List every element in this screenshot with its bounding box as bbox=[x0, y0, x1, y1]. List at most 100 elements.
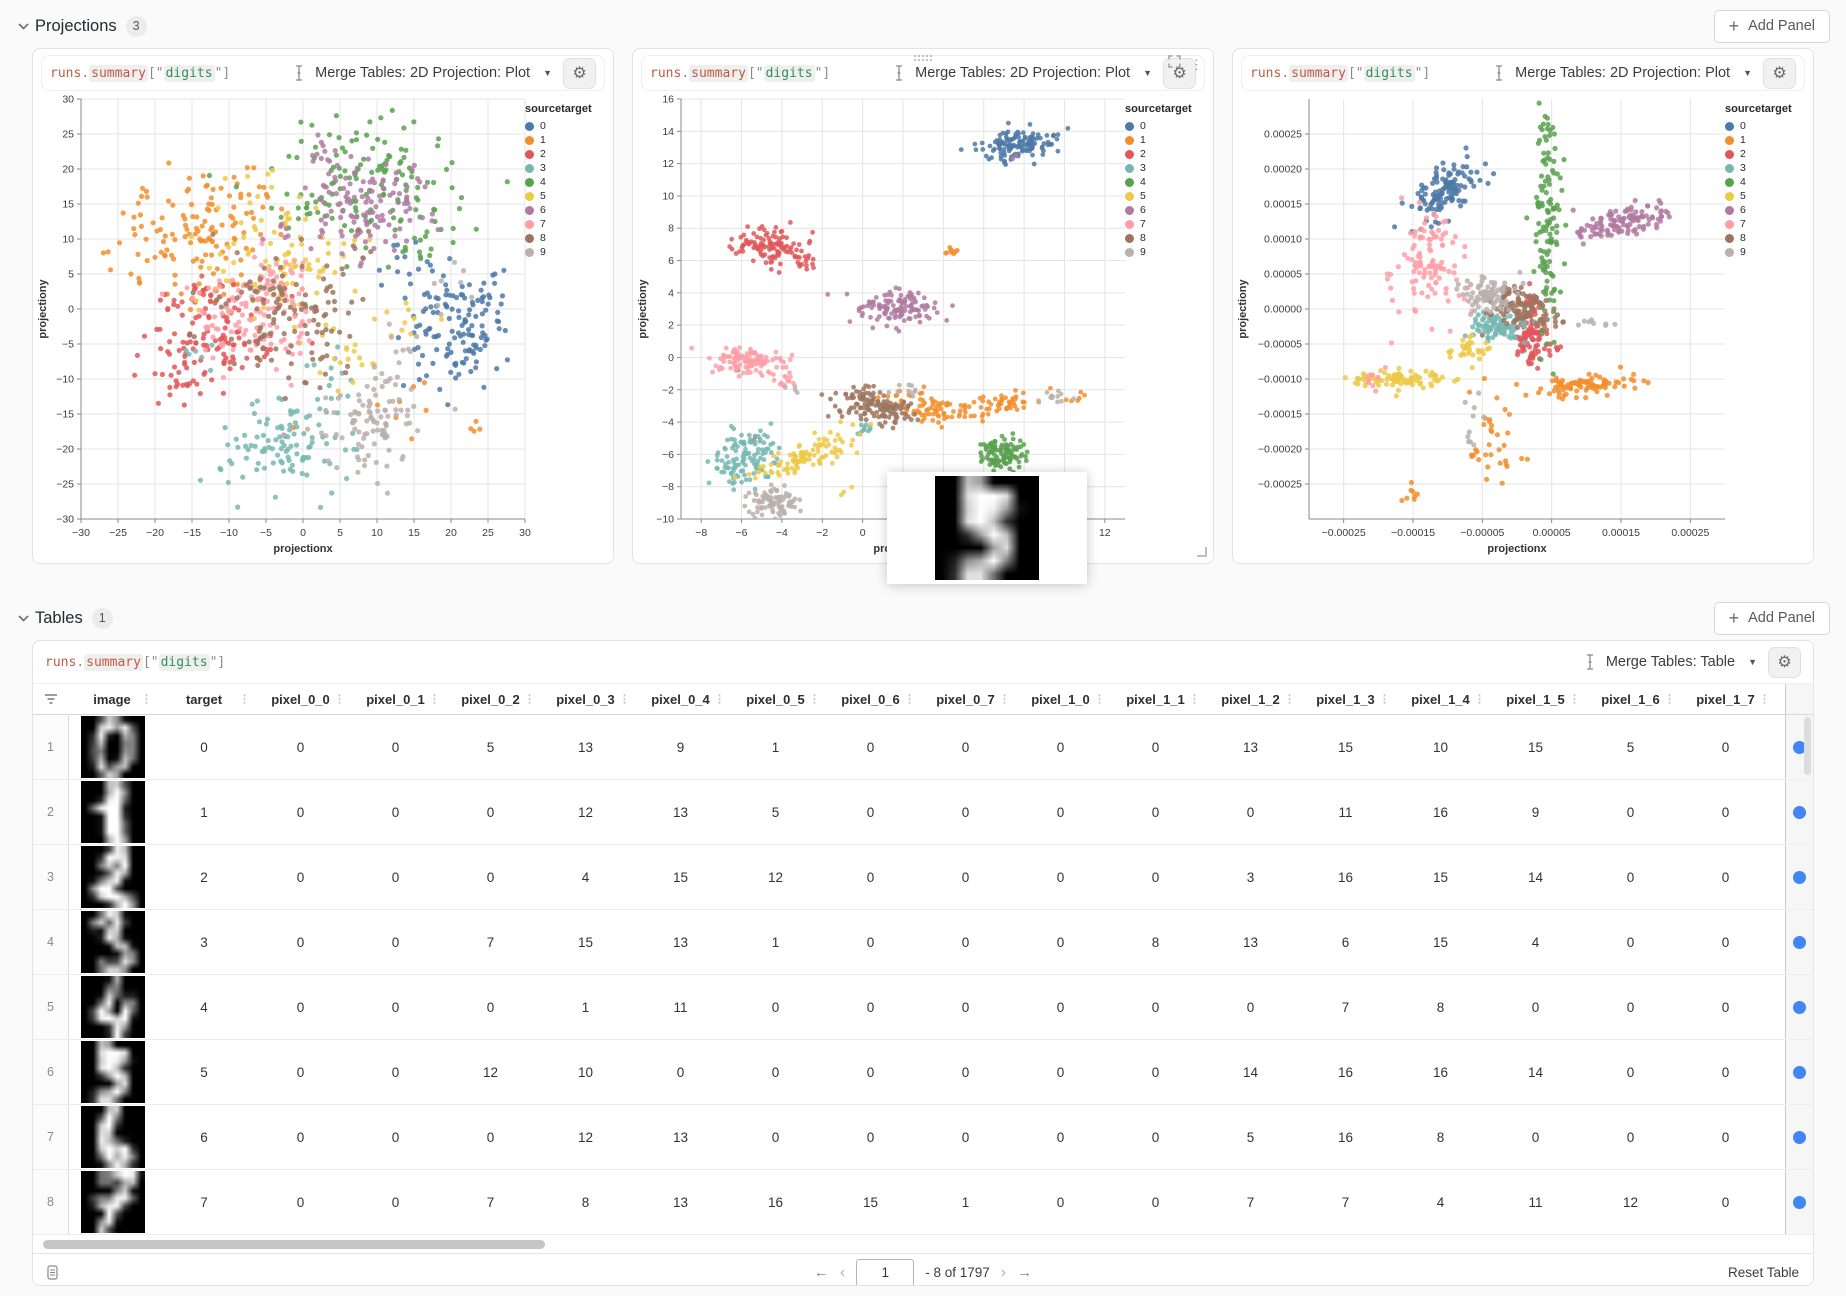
column-header-pixel_0_2[interactable]: pixel_0_2 ⋮ bbox=[443, 684, 538, 714]
column-header-pixel_1_0[interactable]: pixel_1_0 ⋮ bbox=[1013, 684, 1108, 714]
column-header-pixel_0_0[interactable]: pixel_0_0 ⋮ bbox=[253, 684, 348, 714]
plot-type-dropdown[interactable]: Merge Tables: 2D Projection: Plot bbox=[315, 65, 531, 81]
page-number-input[interactable] bbox=[856, 1258, 915, 1285]
column-menu-icon[interactable]: ⋮ bbox=[429, 693, 440, 706]
legend-entry[interactable]: 3 bbox=[525, 161, 607, 175]
image-cell[interactable] bbox=[69, 1105, 155, 1169]
legend-entry[interactable]: 6 bbox=[525, 203, 607, 217]
column-menu-icon[interactable]: ⋮ bbox=[999, 693, 1010, 706]
row-select-dot[interactable] bbox=[1793, 740, 1806, 754]
legend-entry[interactable]: 1 bbox=[1125, 133, 1207, 147]
column-menu-icon[interactable]: ⋮ bbox=[904, 693, 915, 706]
row-select-dot[interactable] bbox=[1793, 935, 1806, 949]
column-menu-icon[interactable]: ⋮ bbox=[239, 693, 250, 706]
plot-type-dropdown[interactable]: Merge Tables: 2D Projection: Plot bbox=[915, 65, 1131, 81]
column-header-pixel_0_3[interactable]: pixel_0_3 ⋮ bbox=[538, 684, 633, 714]
row-select-dot[interactable] bbox=[1793, 1000, 1806, 1014]
column-header-pixel_1_4[interactable]: pixel_1_4 ⋮ bbox=[1393, 684, 1488, 714]
table-type-dropdown[interactable]: Merge Tables: Table bbox=[1605, 654, 1736, 670]
legend-entry[interactable]: 2 bbox=[525, 147, 607, 161]
add-panel-button[interactable]: + Add Panel bbox=[1713, 601, 1830, 635]
image-cell[interactable] bbox=[69, 845, 155, 909]
column-header-pixel_1_5[interactable]: pixel_1_5 ⋮ bbox=[1488, 684, 1583, 714]
panel-settings-button[interactable]: ⚙ bbox=[1768, 646, 1801, 678]
column-header-pixel_0_5[interactable]: pixel_0_5 ⋮ bbox=[728, 684, 823, 714]
legend-entry[interactable]: 5 bbox=[1725, 189, 1807, 203]
column-menu-icon[interactable]: ⋮ bbox=[1569, 693, 1580, 706]
last-page-arrow-icon[interactable]: → bbox=[1017, 1264, 1033, 1281]
first-page-arrow-icon[interactable]: ← bbox=[813, 1264, 829, 1281]
column-header-pixel_0_6[interactable]: pixel_0_6 ⋮ bbox=[823, 684, 918, 714]
row-select-dot[interactable] bbox=[1793, 1130, 1806, 1144]
column-header-pixel_0_7[interactable]: pixel_0_7 ⋮ bbox=[918, 684, 1013, 714]
column-header-pixel_0_1[interactable]: pixel_0_1 ⋮ bbox=[348, 684, 443, 714]
panel-settings-button[interactable]: ⚙ bbox=[1763, 57, 1796, 89]
column-header-target[interactable]: target ⋮ bbox=[155, 684, 253, 714]
scatter-plot[interactable]: −8 −6 −4 −2 0 2 4 6 8 10 12−10−8−6−4−2024681012141… bbox=[633, 91, 1213, 559]
panel-settings-button[interactable]: ⚙ bbox=[563, 57, 596, 89]
legend-entry[interactable]: 9 bbox=[1725, 245, 1807, 259]
scatter-plot[interactable]: −0.00025 −0.00015 −0.00005 0.00005 0.00015 0.… bbox=[1233, 91, 1813, 559]
legend-entry[interactable]: 6 bbox=[1125, 203, 1207, 217]
legend-entry[interactable]: 2 bbox=[1125, 147, 1207, 161]
prev-page-chevron-icon[interactable]: ‹ bbox=[839, 1263, 846, 1281]
image-cell[interactable] bbox=[69, 910, 155, 974]
legend-entry[interactable]: 3 bbox=[1125, 161, 1207, 175]
image-cell[interactable] bbox=[69, 975, 155, 1039]
resize-handle[interactable] bbox=[1197, 547, 1207, 557]
fullscreen-icon[interactable] bbox=[1168, 55, 1181, 73]
legend-entry[interactable]: 9 bbox=[525, 245, 607, 259]
chevron-down-icon[interactable]: ▼ bbox=[1143, 68, 1152, 78]
column-menu-icon[interactable]: ⋮ bbox=[714, 693, 725, 706]
row-select-dot[interactable] bbox=[1793, 805, 1806, 819]
image-cell[interactable] bbox=[69, 1170, 155, 1234]
image-cell[interactable] bbox=[69, 715, 155, 779]
legend-entry[interactable]: 7 bbox=[1125, 217, 1207, 231]
row-select-dot[interactable] bbox=[1793, 1065, 1806, 1079]
column-menu-icon[interactable]: ⋮ bbox=[141, 693, 152, 706]
legend-entry[interactable]: 7 bbox=[525, 217, 607, 231]
legend-entry[interactable]: 9 bbox=[1125, 245, 1207, 259]
reset-table-button[interactable]: Reset Table bbox=[1727, 1265, 1799, 1280]
column-menu-icon[interactable]: ⋮ bbox=[524, 693, 535, 706]
column-header-pixel_1_3[interactable]: pixel_1_3 ⋮ bbox=[1298, 684, 1393, 714]
column-header-pixel_1_1[interactable]: pixel_1_1 ⋮ bbox=[1108, 684, 1203, 714]
legend-entry[interactable]: 0 bbox=[1725, 119, 1807, 133]
legend-entry[interactable]: 0 bbox=[525, 119, 607, 133]
legend-entry[interactable]: 8 bbox=[1725, 231, 1807, 245]
legend-entry[interactable]: 0 bbox=[1125, 119, 1207, 133]
query-code[interactable]: runs. summary [" digits "] bbox=[50, 64, 231, 82]
row-options-icon[interactable] bbox=[47, 1265, 58, 1280]
legend-entry[interactable]: 4 bbox=[525, 175, 607, 189]
row-select-dot[interactable] bbox=[1793, 870, 1806, 884]
column-menu-icon[interactable]: ⋮ bbox=[1664, 693, 1675, 706]
column-menu-icon[interactable]: ⋮ bbox=[334, 693, 345, 706]
horizontal-scrollbar-thumb[interactable] bbox=[43, 1240, 545, 1249]
query-code[interactable]: runs. summary [" digits "] bbox=[45, 653, 226, 671]
legend-entry[interactable]: 1 bbox=[1725, 133, 1807, 147]
column-menu-icon[interactable]: ⋮ bbox=[1759, 693, 1770, 706]
column-menu-icon[interactable]: ⋮ bbox=[1094, 693, 1105, 706]
legend-entry[interactable]: 7 bbox=[1725, 217, 1807, 231]
row-select-dot[interactable] bbox=[1793, 1195, 1806, 1209]
legend-entry[interactable]: 4 bbox=[1125, 175, 1207, 189]
drag-handle-icon[interactable] bbox=[913, 54, 933, 62]
legend-entry[interactable]: 5 bbox=[525, 189, 607, 203]
vertical-scrollbar[interactable] bbox=[1804, 715, 1811, 1227]
chevron-down-icon[interactable]: ▼ bbox=[1748, 657, 1757, 667]
column-header-pixel_1_6[interactable]: pixel_1_6 ⋮ bbox=[1583, 684, 1678, 714]
column-menu-icon[interactable]: ⋮ bbox=[1474, 693, 1485, 706]
legend-entry[interactable]: 3 bbox=[1725, 161, 1807, 175]
legend-entry[interactable]: 6 bbox=[1725, 203, 1807, 217]
column-header-image[interactable]: image ⋮ bbox=[69, 684, 155, 714]
image-cell[interactable] bbox=[69, 1040, 155, 1104]
column-menu-icon[interactable]: ⋮ bbox=[809, 693, 820, 706]
legend-entry[interactable]: 4 bbox=[1725, 175, 1807, 189]
column-menu-icon[interactable]: ⋮ bbox=[1379, 693, 1390, 706]
panel-menu-icon[interactable]: ⋮ bbox=[1190, 56, 1203, 72]
horizontal-scrollbar[interactable] bbox=[43, 1240, 1803, 1249]
legend-entry[interactable]: 1 bbox=[525, 133, 607, 147]
legend-entry[interactable]: 8 bbox=[525, 231, 607, 245]
next-page-chevron-icon[interactable]: › bbox=[1000, 1263, 1007, 1281]
column-menu-icon[interactable]: ⋮ bbox=[619, 693, 630, 706]
